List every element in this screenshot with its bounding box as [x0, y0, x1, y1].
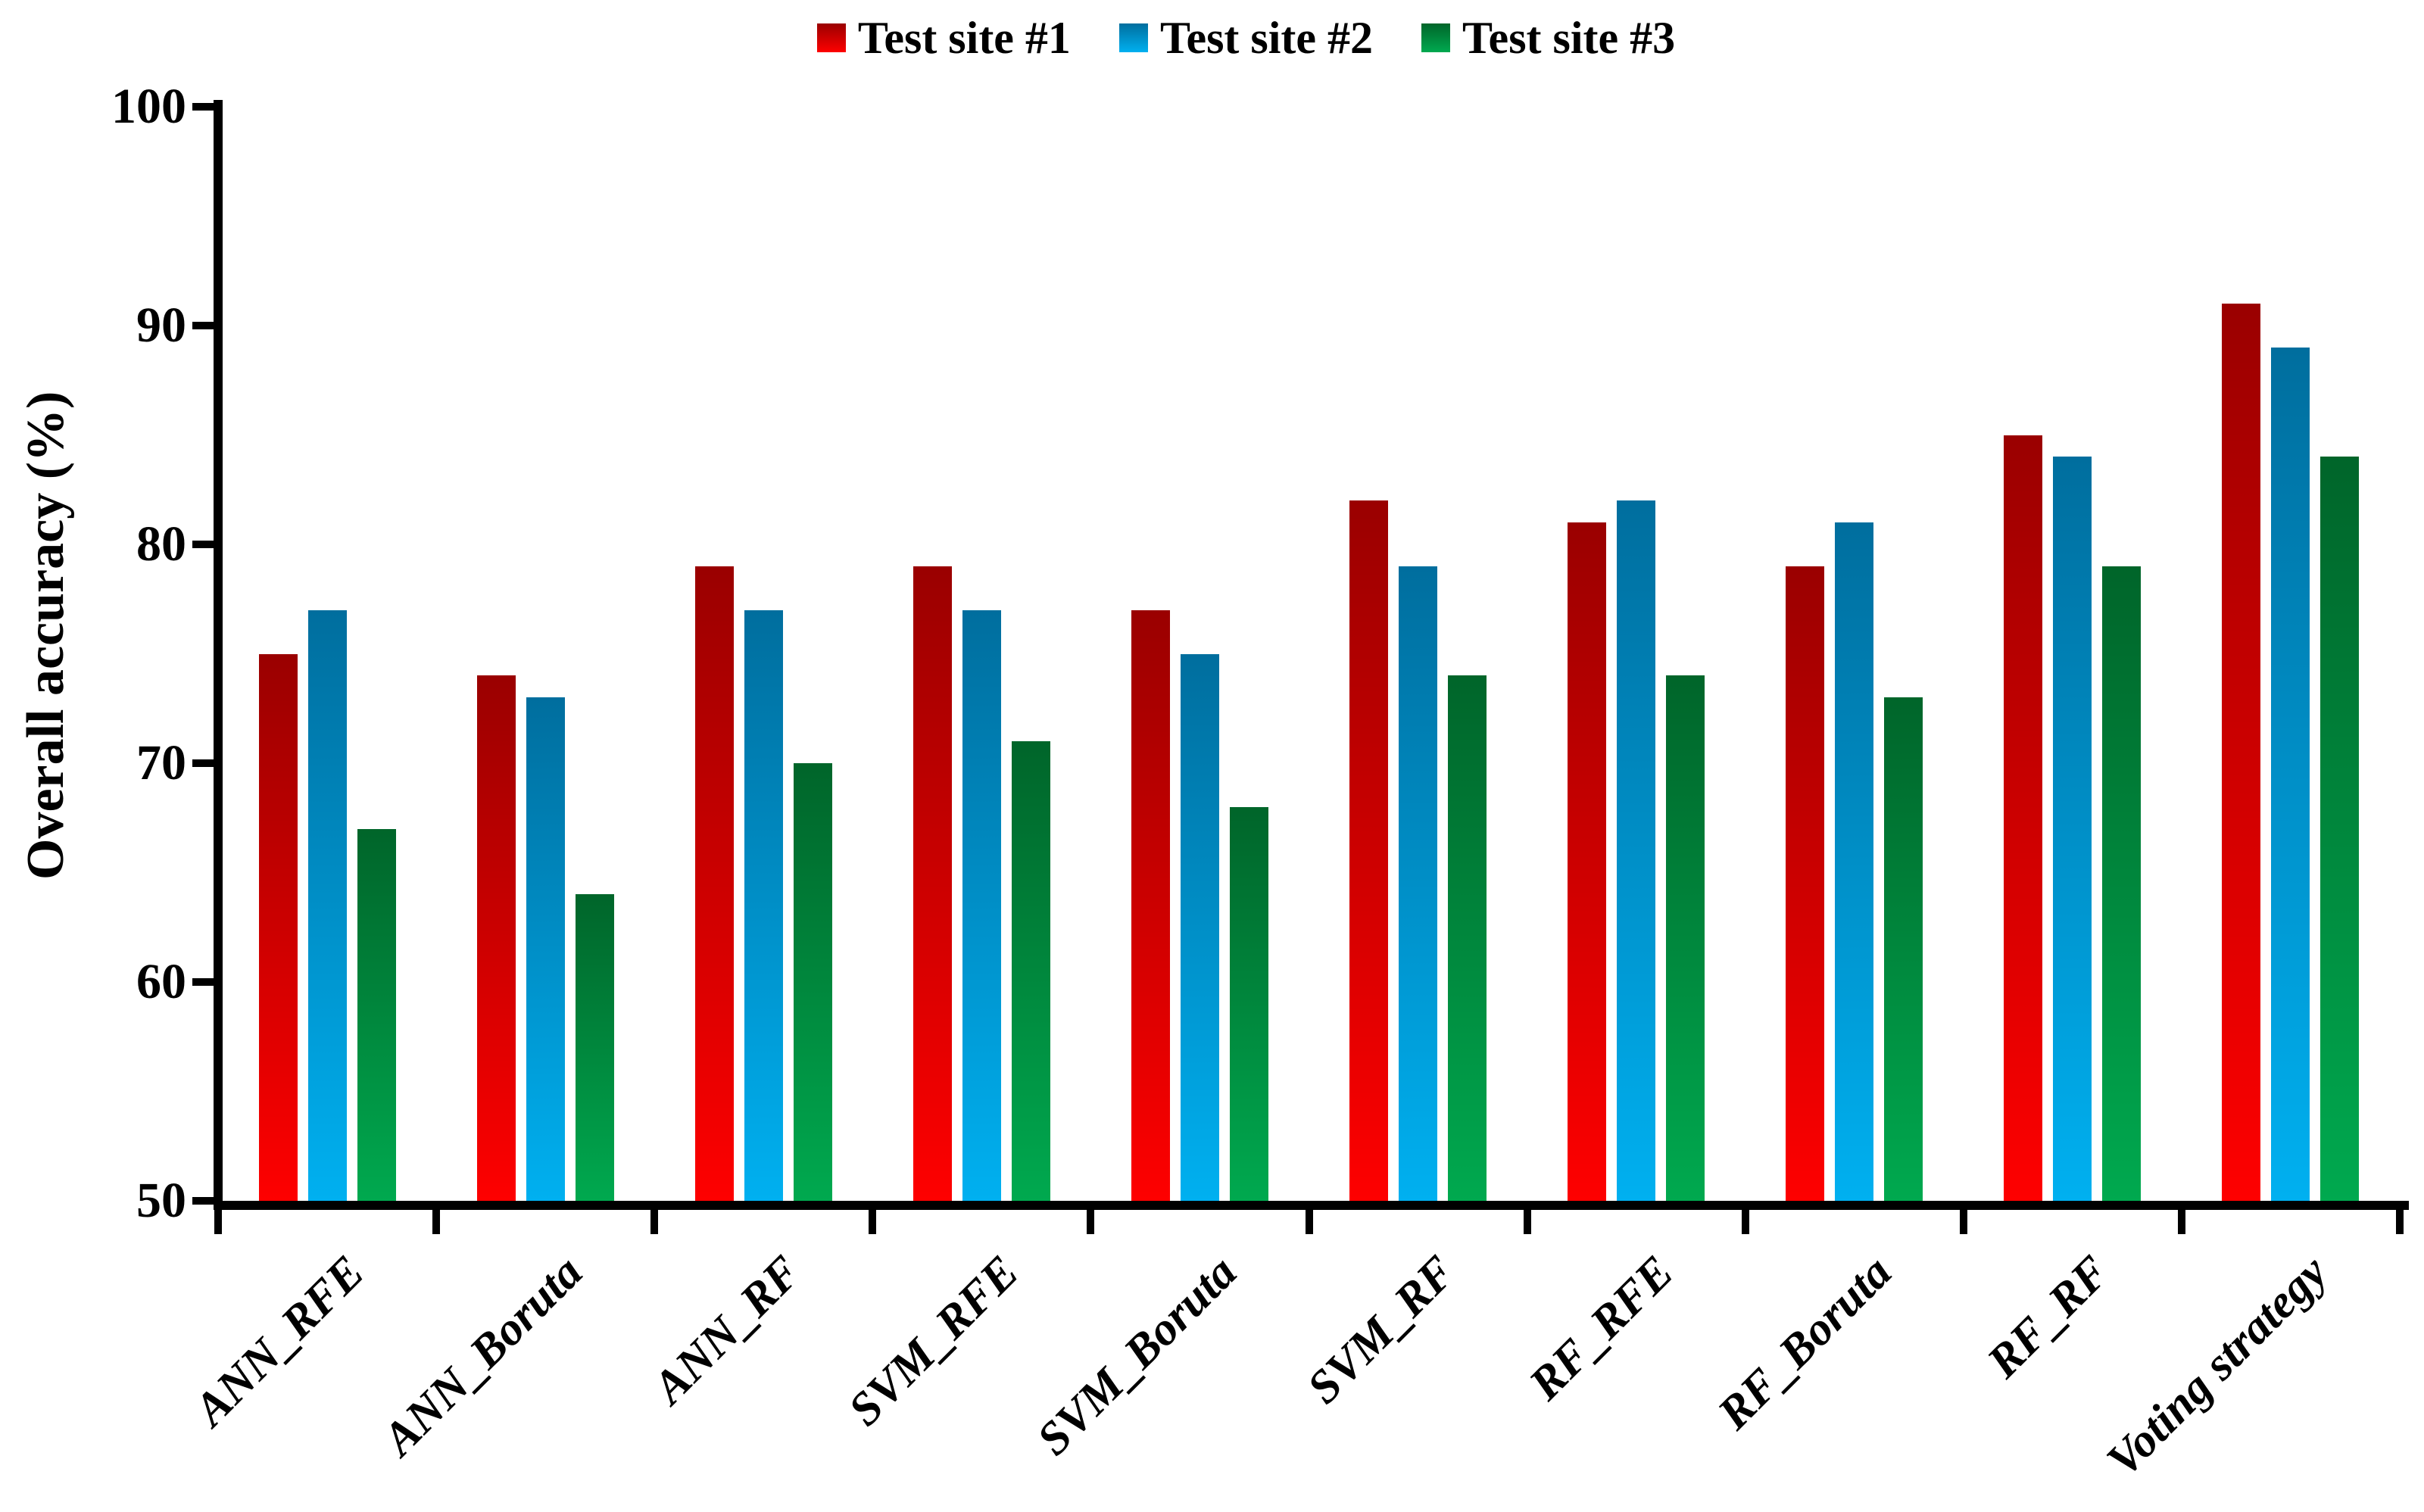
legend-item-test-site-2: Test site #2	[1118, 13, 1374, 63]
bar-test-site-1-rf-rf	[2004, 435, 2043, 1201]
legend-swatch-icon	[816, 23, 846, 52]
legend: Test site #1 Test site #2 Test site #3	[0, 15, 2424, 61]
x-category-label-rf-rfe: RF_RFE	[1519, 1245, 1683, 1411]
x-category-label-voting-strategy: Voting strategy	[2097, 1245, 2338, 1487]
legend-label: Test site #2	[1159, 13, 1374, 63]
y-tick	[192, 1197, 218, 1205]
bar-test-site-1-svm-boruta	[1131, 609, 1170, 1201]
bar-test-site-1-rf-rfe	[1568, 522, 1607, 1201]
y-tick	[192, 103, 218, 111]
y-tick-label: 50	[136, 1173, 186, 1228]
y-tick-label: 70	[136, 735, 186, 790]
y-tick-label: 60	[136, 954, 186, 1009]
bar-test-site-1-ann-rf	[694, 566, 734, 1201]
x-tick	[1959, 1201, 1967, 1234]
bar-test-site-1-rf-boruta	[1786, 566, 1825, 1201]
bar-test-site-1-ann-boruta	[476, 675, 516, 1201]
bar-test-site-2-svm-rfe	[962, 609, 1001, 1201]
legend-item-test-site-3: Test site #3	[1421, 15, 1675, 61]
legend-swatch-icon	[1421, 23, 1451, 52]
x-tick	[1305, 1201, 1313, 1234]
x-tick	[869, 1201, 877, 1234]
x-tick	[432, 1201, 441, 1234]
x-category-label-ann-boruta: ANN_Boruta	[373, 1245, 593, 1466]
x-category-label-ann-rf: ANN_RF	[643, 1245, 811, 1414]
bar-test-site-1-ann-rfe	[258, 653, 298, 1201]
bar-test-site-3-rf-rfe	[1666, 675, 1705, 1201]
legend-label: Test site #1	[857, 13, 1071, 63]
x-category-label-svm-rf: SVM_RF	[1297, 1245, 1465, 1414]
y-tick	[192, 541, 218, 548]
bar-test-site-3-ann-boruta	[575, 894, 614, 1201]
x-tick	[1087, 1201, 1095, 1234]
bar-test-site-1-svm-rf	[1349, 500, 1389, 1201]
bar-test-site-3-ann-rf	[793, 763, 832, 1201]
bar-test-site-2-rf-rf	[2053, 457, 2092, 1201]
bar-test-site-2-ann-rf	[744, 609, 783, 1201]
x-category-label-svm-rfe: SVM_RFE	[838, 1245, 1029, 1436]
bar-test-site-3-rf-boruta	[1884, 697, 1923, 1201]
y-tick	[192, 759, 218, 767]
y-tick-label: 100	[111, 79, 186, 134]
x-category-label-svm-boruta: SVM_Boruta	[1028, 1245, 1247, 1466]
y-tick-label: 80	[136, 516, 186, 572]
bar-test-site-2-rf-boruta	[1835, 522, 1874, 1201]
legend-swatch-icon	[1118, 23, 1148, 52]
bar-test-site-2-rf-rfe	[1617, 500, 1656, 1201]
bar-test-site-3-svm-rf	[1448, 675, 1487, 1201]
x-tick	[650, 1201, 659, 1234]
x-category-label-ann-rfe: ANN_RFE	[184, 1245, 375, 1436]
bar-test-site-3-ann-rfe	[357, 828, 396, 1201]
y-axis-line	[214, 100, 223, 1210]
x-tick	[1741, 1201, 1749, 1234]
bar-test-site-3-svm-rfe	[1011, 741, 1050, 1201]
x-category-label-rf-boruta: RF_Boruta	[1708, 1245, 1901, 1440]
bar-test-site-2-ann-rfe	[307, 609, 347, 1201]
bar-test-site-3-svm-boruta	[1229, 806, 1268, 1201]
bar-test-site-2-voting-strategy	[2271, 347, 2310, 1201]
y-tick	[192, 978, 218, 986]
x-tick	[1523, 1201, 1531, 1234]
x-tick	[214, 1201, 222, 1234]
y-tick	[192, 322, 218, 329]
bar-test-site-1-svm-rfe	[913, 566, 952, 1201]
legend-label: Test site #3	[1462, 13, 1676, 63]
y-tick-label: 90	[136, 298, 186, 353]
x-category-label-rf-rf: RF_RF	[1977, 1245, 2120, 1388]
bar-test-site-1-voting-strategy	[2222, 304, 2261, 1201]
bar-test-site-3-voting-strategy	[2320, 457, 2360, 1201]
bar-test-site-3-rf-rf	[2102, 566, 2142, 1201]
x-tick	[2396, 1201, 2404, 1234]
legend-item-test-site-1: Test site #1	[816, 13, 1071, 63]
bar-test-site-2-svm-rf	[1399, 566, 1438, 1201]
bar-test-site-2-svm-boruta	[1180, 653, 1219, 1201]
x-tick	[2177, 1201, 2185, 1234]
y-axis-title: Overall accuracy (%)	[17, 391, 75, 880]
bar-test-site-2-ann-boruta	[526, 697, 565, 1201]
